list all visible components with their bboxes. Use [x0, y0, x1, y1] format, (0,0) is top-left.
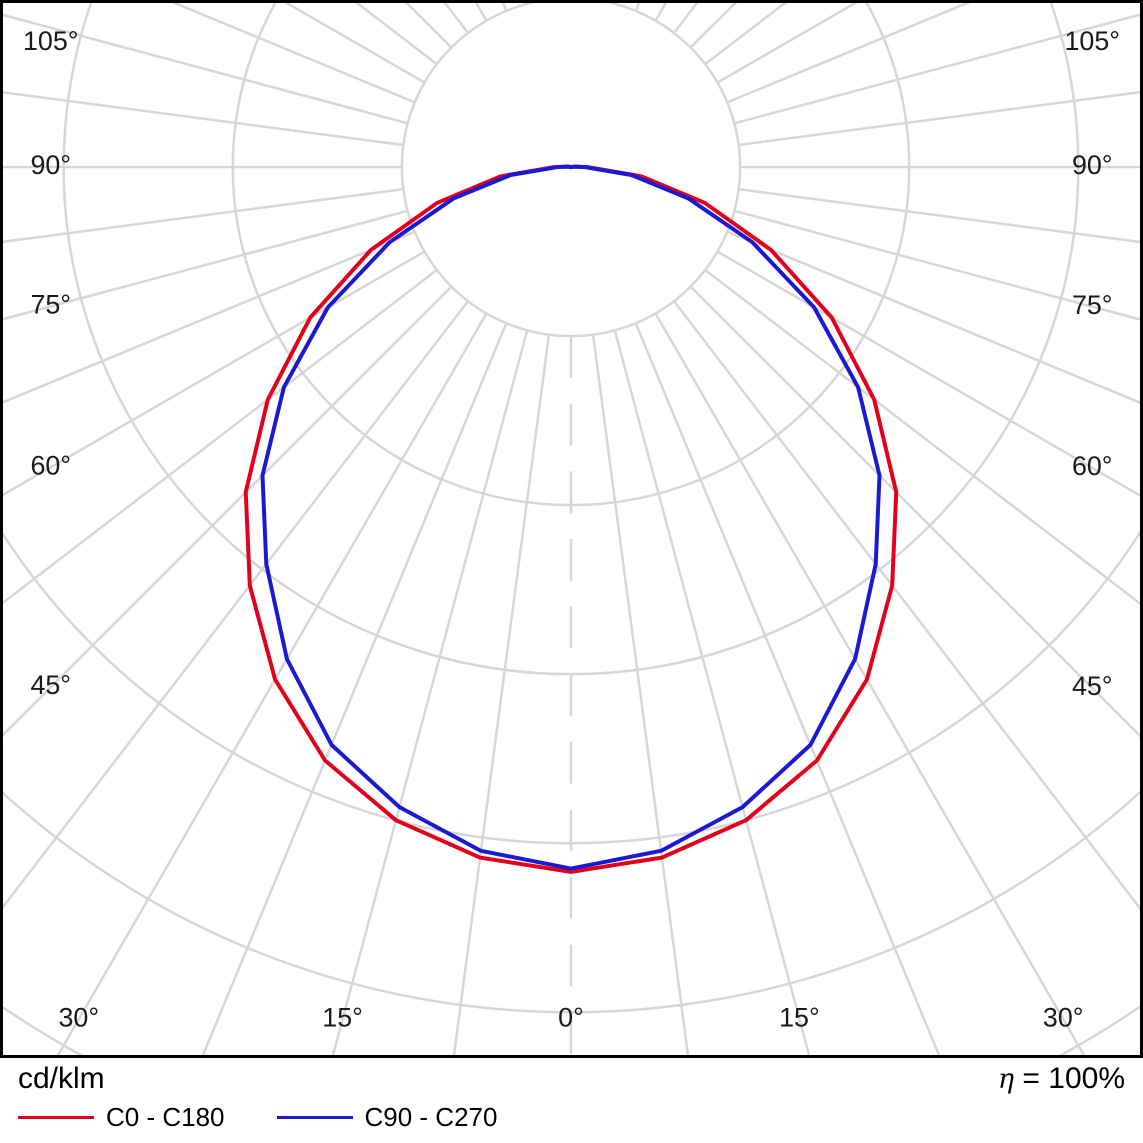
angle-label: 105° — [23, 26, 79, 56]
grid-ray — [501, 3, 508, 12]
grid-ray — [331, 330, 529, 1055]
polar-plot-area: 0° 15° 15° 30° 30° 45° 45° 60° 60° 75° 75° 90° 90° 10… — [0, 0, 1143, 1058]
grid-ray — [689, 285, 1140, 738]
grid-ray — [738, 90, 1140, 147]
grid-ray — [613, 3, 617, 5]
angle-label: 105° — [1064, 26, 1120, 56]
angle-label: 60° — [30, 450, 71, 480]
grid-ray — [3, 285, 453, 737]
grid-ray — [734, 13, 1140, 125]
grid-ray — [3, 209, 408, 321]
grid-ray — [591, 334, 690, 1055]
angle-label: 15° — [779, 1002, 820, 1032]
grid-ray — [525, 3, 529, 5]
grid-ray — [3, 187, 404, 244]
angle-label: 15° — [322, 1002, 363, 1032]
angle-label: 75° — [30, 290, 71, 320]
grid-ring — [400, 3, 742, 338]
angle-label: 45° — [1072, 671, 1113, 701]
legend-swatch-c90-c270 — [276, 1116, 353, 1119]
series-curve-c90-c270 — [260, 164, 882, 871]
grid-ray — [634, 322, 941, 1055]
grid-ray — [654, 312, 1086, 1055]
angle-label: 90° — [1072, 150, 1113, 180]
grid-ray — [56, 312, 488, 1055]
grid-ray — [672, 300, 1140, 911]
angle-label: 30° — [59, 1002, 100, 1032]
legend-swatch-c0-c180 — [18, 1116, 94, 1119]
series-curve-c0-c180 — [243, 164, 899, 874]
chart-footer: cd/klm η = 100% C0 - C180 C90 - C270 — [0, 1058, 1143, 1143]
legend-label-c90-c270: C90 - C270 — [364, 1102, 498, 1132]
grid-ray — [3, 268, 438, 605]
legend-label-c0-c180: C0 - C180 — [106, 1102, 225, 1132]
legend-item-c0-c180: C0 - C180 — [18, 1102, 225, 1133]
grid-ray — [704, 268, 1140, 606]
eta-symbol: η — [997, 1064, 1015, 1095]
radial-unit-label: cd/klm — [18, 1062, 105, 1095]
grid-ray — [3, 13, 408, 125]
angle-label: 30° — [1043, 1002, 1084, 1032]
angle-label: 45° — [30, 670, 71, 700]
grid-ray — [726, 230, 1140, 404]
grid-ray — [634, 3, 641, 12]
grid-ray — [3, 230, 416, 404]
angle-label: 60° — [1072, 451, 1113, 481]
angle-labels: 0° 15° 15° 30° 30° 45° 45° 60° 60° 75° 75° 90° 90° 10… — [23, 26, 1120, 1032]
polar-chart: 0° 15° 15° 30° 30° 45° 45° 60° 60° 75° 75° 90° 90° 10… — [3, 3, 1140, 1055]
eta-rest: = 100% — [1014, 1062, 1125, 1095]
grid-ray — [654, 3, 668, 22]
footer-labels-row: cd/klm η = 100% — [0, 1058, 1143, 1096]
grid-ray — [738, 187, 1140, 244]
grid-ray — [716, 250, 1140, 497]
grid-ray — [171, 3, 416, 104]
grid-ray — [474, 3, 488, 22]
grid-ray — [613, 330, 811, 1055]
efficiency-value: η = 100% — [998, 1062, 1125, 1096]
angle-label: 90° — [30, 150, 71, 180]
polar-grid — [3, 3, 1140, 1055]
grid-ray — [726, 3, 971, 104]
legend-item-c90-c270: C90 - C270 — [276, 1102, 498, 1133]
angle-label: 75° — [1072, 290, 1113, 320]
grid-ray — [201, 322, 508, 1055]
grid-ray — [452, 334, 551, 1055]
grid-ray — [3, 250, 426, 497]
angle-label: 0° — [558, 1002, 584, 1032]
legend: C0 - C180 C90 - C270 — [0, 1096, 1143, 1143]
grid-ray — [3, 300, 470, 910]
grid-ray — [3, 91, 404, 147]
grid-ray — [734, 209, 1140, 321]
